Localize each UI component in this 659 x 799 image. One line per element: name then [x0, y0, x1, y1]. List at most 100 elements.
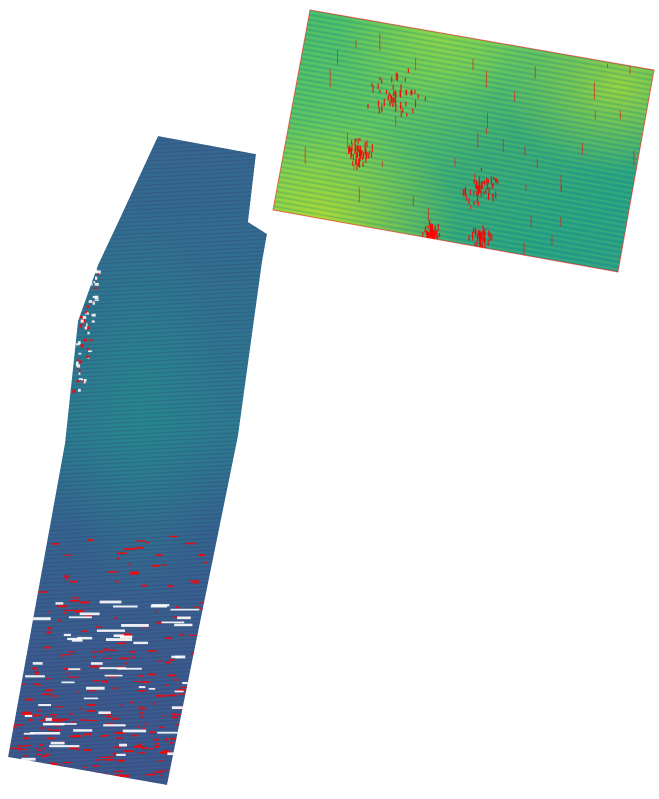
anomaly-speck [107, 571, 119, 573]
anomaly-speck [488, 230, 490, 238]
anomaly-speck [396, 73, 399, 82]
anomaly-speck [45, 717, 52, 721]
anomaly-speck [477, 185, 479, 191]
anomaly-speck [37, 749, 43, 751]
anomaly-speck [348, 146, 350, 154]
anomaly-speck [148, 688, 156, 690]
anomaly-speck [438, 233, 441, 237]
anomaly-speck [411, 90, 413, 95]
anomaly-speck [161, 621, 185, 624]
anomaly-speck [153, 771, 163, 773]
anomaly-speck [80, 344, 84, 348]
anomaly-speck [383, 98, 385, 107]
anomaly-speck [477, 192, 479, 201]
anomaly-speck [81, 601, 90, 604]
anomaly-speck [91, 301, 94, 304]
anomaly-speck [112, 717, 119, 720]
anomaly-speck [101, 735, 107, 737]
south-west-field [8, 136, 267, 785]
anomaly-speck [377, 83, 379, 90]
anomaly-speck [167, 694, 177, 697]
anomaly-speck [81, 316, 87, 319]
anomaly-speck [536, 158, 538, 168]
anomaly-speck [168, 585, 174, 588]
anomaly-speck [171, 713, 177, 716]
anomaly-speck [76, 361, 79, 365]
anomaly-speck [157, 770, 168, 772]
anomaly-speck [355, 151, 358, 159]
anomaly-speck [390, 95, 393, 104]
anomaly-speck [88, 300, 93, 303]
anomaly-speck [86, 686, 105, 690]
anomaly-speck [200, 601, 207, 604]
anomaly-speck [359, 137, 361, 142]
anomaly-speck [94, 271, 99, 274]
anomaly-speck [484, 244, 486, 249]
anomaly-speck [198, 554, 205, 557]
anomaly-speck [560, 217, 562, 227]
anomaly-speck [78, 388, 81, 392]
anomaly-speck [92, 651, 99, 653]
anomaly-speck [357, 138, 359, 144]
anomaly-speck [67, 637, 82, 641]
anomaly-speck [434, 226, 436, 230]
anomaly-speck [142, 727, 145, 730]
anomaly-speck [95, 276, 98, 280]
anomaly-speck [125, 662, 128, 665]
anomaly-speck [161, 564, 167, 566]
anomaly-speck [90, 662, 103, 665]
anomaly-speck [172, 716, 178, 719]
anomaly-speck [69, 599, 80, 602]
anomaly-speck [162, 750, 169, 752]
anomaly-speck [392, 97, 394, 104]
anomaly-speck [395, 104, 397, 113]
anomaly-speck [362, 154, 364, 160]
anomaly-speck [83, 697, 99, 700]
anomaly-speck [67, 651, 76, 653]
anomaly-speck [112, 752, 117, 755]
anomaly-speck [119, 743, 127, 747]
anomaly-speck [484, 240, 486, 245]
anomaly-speck [63, 668, 72, 670]
anomaly-speck [204, 561, 208, 564]
anomaly-speck [395, 72, 397, 81]
anomaly-speck [34, 671, 40, 674]
anomaly-speck [21, 713, 33, 715]
anomaly-speck [524, 145, 526, 156]
anomaly-speck [140, 681, 150, 683]
anomaly-speck [502, 139, 504, 153]
anomaly-speck [429, 222, 431, 229]
anomaly-speck [473, 191, 475, 195]
anomaly-speck [62, 612, 66, 615]
anomaly-speck [105, 723, 113, 725]
anomaly-speck [593, 82, 595, 100]
anomaly-speck [358, 157, 360, 166]
anomaly-speck [150, 748, 154, 750]
anomaly-speck [11, 726, 17, 729]
anomaly-speck [482, 225, 484, 232]
anomaly-speck [67, 676, 79, 678]
anomaly-speck [473, 179, 475, 184]
anomaly-speck [64, 575, 70, 578]
anomaly-speck [92, 680, 100, 682]
anomaly-speck [138, 686, 146, 689]
anomaly-speck [424, 228, 426, 233]
anomaly-speck [431, 225, 433, 231]
anomaly-speck [28, 718, 33, 722]
anomaly-speck [39, 727, 46, 729]
anomaly-speck [21, 683, 26, 685]
anomaly-speck [78, 372, 81, 375]
anomaly-speck [99, 600, 122, 604]
anomaly-speck [379, 76, 381, 81]
anomaly-speck [73, 729, 93, 732]
anomaly-speck [118, 770, 124, 773]
anomaly-speck [359, 146, 361, 150]
anomaly-speck [487, 195, 490, 201]
anomaly-speck [359, 149, 361, 157]
anomaly-speck [352, 160, 354, 166]
anomaly-speck [426, 233, 428, 241]
anomaly-speck [357, 145, 359, 153]
anomaly-speck [486, 177, 488, 183]
anomaly-speck [474, 230, 476, 235]
anomaly-speck [154, 745, 159, 748]
